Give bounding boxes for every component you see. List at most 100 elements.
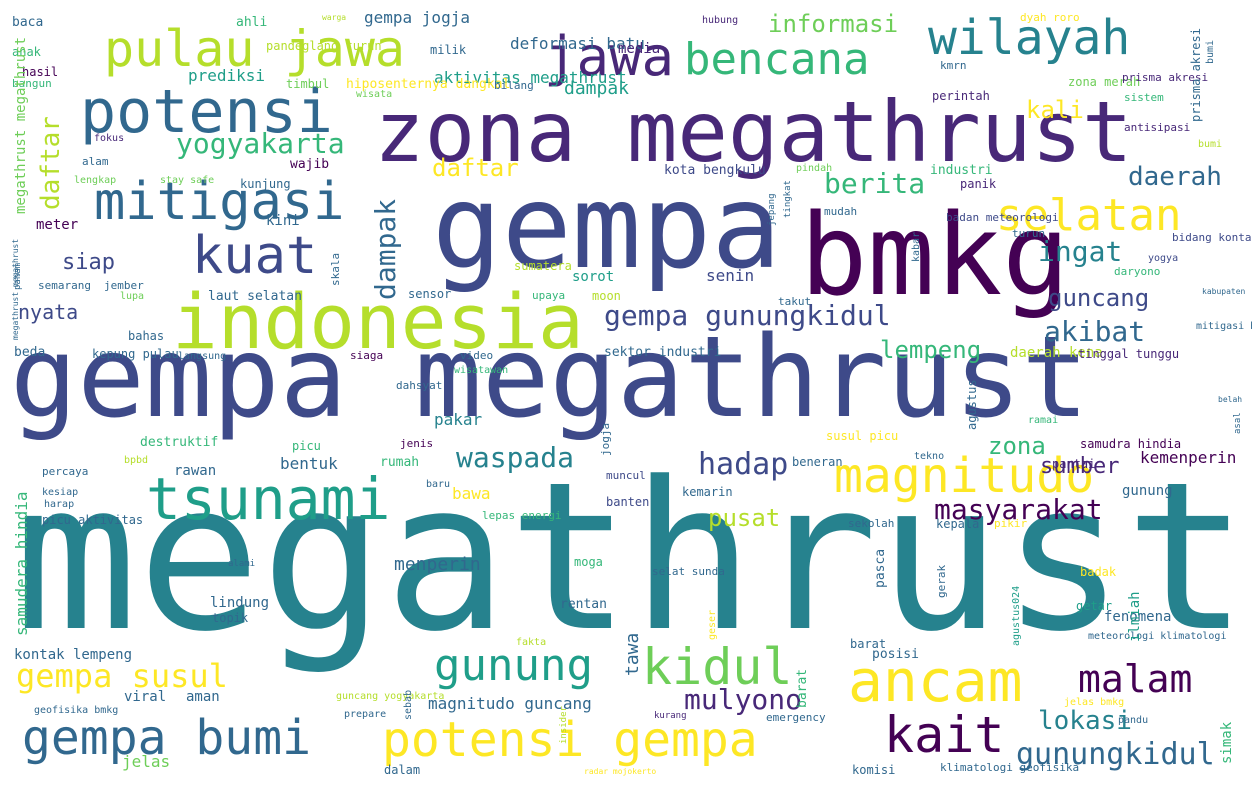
word-simak: ilmiah — [1127, 591, 1143, 642]
word-allah: bumi — [1198, 139, 1223, 150]
word-bahas: laut selatan — [208, 289, 302, 304]
word-radar-mojokerto: emergency — [766, 711, 826, 724]
word-harap: muncul — [606, 469, 646, 482]
word-kabar: sorot — [572, 269, 615, 285]
word-yogya: kini — [266, 213, 300, 229]
word-asal: agustus — [965, 379, 979, 430]
word-dalam: kurang — [654, 711, 687, 721]
word-klimatologi-geofisika: jelas — [122, 752, 171, 771]
word-panik: kota bengkulu — [664, 163, 766, 178]
word-sekolah: lepas energi — [482, 509, 562, 522]
word-badan-meteorologi: industri — [930, 163, 993, 178]
word-tinggal-tunggu: video — [460, 349, 494, 362]
word-media: bilang — [494, 79, 534, 92]
word-anak: ahli — [236, 15, 268, 30]
word-jepang: panik — [960, 177, 997, 191]
word-semarang: yogya — [1148, 253, 1179, 264]
word-jelas-bmkg: aman — [186, 689, 220, 705]
word-gempa-gunungkidul: gempa gunungkidul — [604, 299, 891, 332]
word-lokasi: lokasi — [1038, 706, 1132, 736]
word-daftar: dampak — [369, 198, 402, 300]
word-kepala: gunung — [1122, 483, 1173, 499]
word-ramal-jayabaya: komisi — [852, 763, 896, 777]
word-samudera-hindia: pikir — [994, 517, 1028, 530]
word-rentan: badak — [1080, 565, 1117, 579]
word-nyata: siap — [62, 250, 115, 275]
word-selat-sunda: samudera hindia — [12, 491, 31, 637]
word-geofisika-bmkg: magnitudo guncang — [428, 694, 592, 713]
word-megathrust: megathrust — [14, 439, 1249, 677]
word-pulau-jawa: pulau jawa — [104, 20, 406, 78]
word-badak: selat sunda — [652, 565, 725, 578]
word-jelas: insider — [559, 706, 569, 744]
word-pindah: kunjung — [240, 177, 291, 191]
word-mitigasi: mitigasi — [94, 172, 345, 232]
word-lepas-energi: kemarin — [682, 485, 733, 499]
word-tingkat: mudah — [824, 205, 858, 218]
word-hiposenternya-dangkal: bangun — [12, 77, 52, 90]
word-milik: wisata — [356, 89, 393, 100]
word-magnitudo: magnitudo — [834, 448, 1095, 504]
word-antisipasi: prisma akresi — [1189, 28, 1203, 122]
word-stay-safe: antisipasi — [1124, 121, 1191, 134]
word-sumber: sumber — [1040, 454, 1120, 479]
word-geser: alami — [228, 559, 256, 569]
word-daryono: senin — [706, 266, 755, 285]
word-berita: berita — [824, 167, 926, 200]
word-timbul: hasil — [22, 65, 59, 79]
word-kepung-pulau: moon — [592, 289, 621, 303]
word-picu-aktivitas: bawa — [452, 484, 491, 503]
word-lindung: gerak — [935, 564, 948, 598]
word-potensi: potensi — [80, 77, 333, 147]
word-deformasi-batu: gempa jogja — [364, 8, 470, 27]
word-beneran: rumah — [380, 455, 420, 470]
word-moon: kabupaten — [1202, 287, 1246, 296]
word-gunungkidul: gunungkidul — [1016, 737, 1215, 772]
word-pasca: menperin — [394, 554, 481, 575]
word-mudah: pindah — [796, 163, 833, 174]
word-baca: deformasi batu — [510, 34, 645, 53]
word-jenis: asal — [1233, 412, 1243, 434]
word-aman: fakta — [516, 637, 547, 648]
word-pakar: mitigasi bencana — [1196, 321, 1252, 332]
word-pandu: prepare — [344, 709, 387, 720]
word-percaya: bpbd — [124, 455, 149, 466]
word-magnitudo-guncang: kontak lempeng — [14, 647, 133, 663]
word-gempa: gempa — [432, 160, 782, 295]
word-kota-bengkulu: stay safe — [160, 175, 215, 186]
word-kuat: kuat — [192, 226, 318, 286]
word-sektor-industri: langsung — [178, 351, 227, 362]
word-lempeng: lempeng — [880, 336, 982, 364]
word-kmrn: hubung — [702, 15, 739, 26]
word-sorot: jember — [104, 279, 144, 292]
word-ingat: ingat — [1038, 235, 1123, 268]
word-indonesia: indonesia — [172, 277, 584, 366]
word-insider: sebab — [403, 689, 414, 720]
word-aktivitas-megathrust: dampak — [564, 78, 630, 99]
word-hubung: milik — [430, 43, 467, 57]
word-bentuk: tekno — [914, 451, 945, 462]
word-kesiap: percaya — [42, 465, 89, 478]
word-kidul: kidul — [642, 638, 793, 696]
word-upaya: daryono — [1114, 265, 1161, 278]
word-siap: daftar — [36, 116, 66, 210]
word-lupa: skala — [329, 252, 342, 286]
word-susul-picu: destruktif — [140, 435, 219, 450]
word-alami: pasca — [873, 548, 888, 588]
word-moga: banten — [606, 495, 650, 509]
word-meter: badan meteorologi — [946, 211, 1059, 224]
word-pusat: pusat — [708, 504, 781, 532]
word-jogja: pakar — [434, 410, 483, 429]
word-lengkap: fokus — [94, 133, 125, 144]
word-komisi: pandu — [1118, 715, 1149, 726]
word-video: bahas — [128, 329, 165, 343]
word-zona-merah: dyah roro — [1020, 11, 1080, 24]
word-getar: rentan — [560, 597, 607, 612]
word-fakta: tawa — [622, 632, 643, 676]
word-topik: getar — [1076, 599, 1113, 613]
word-bpbd: rawan — [174, 463, 217, 479]
word-kunjung: alam — [82, 155, 109, 168]
word-malam: malam — [1078, 657, 1193, 701]
word-prediksi: aktivitas megathrust — [434, 68, 627, 87]
word-wilayah: wilayah — [928, 10, 1131, 66]
